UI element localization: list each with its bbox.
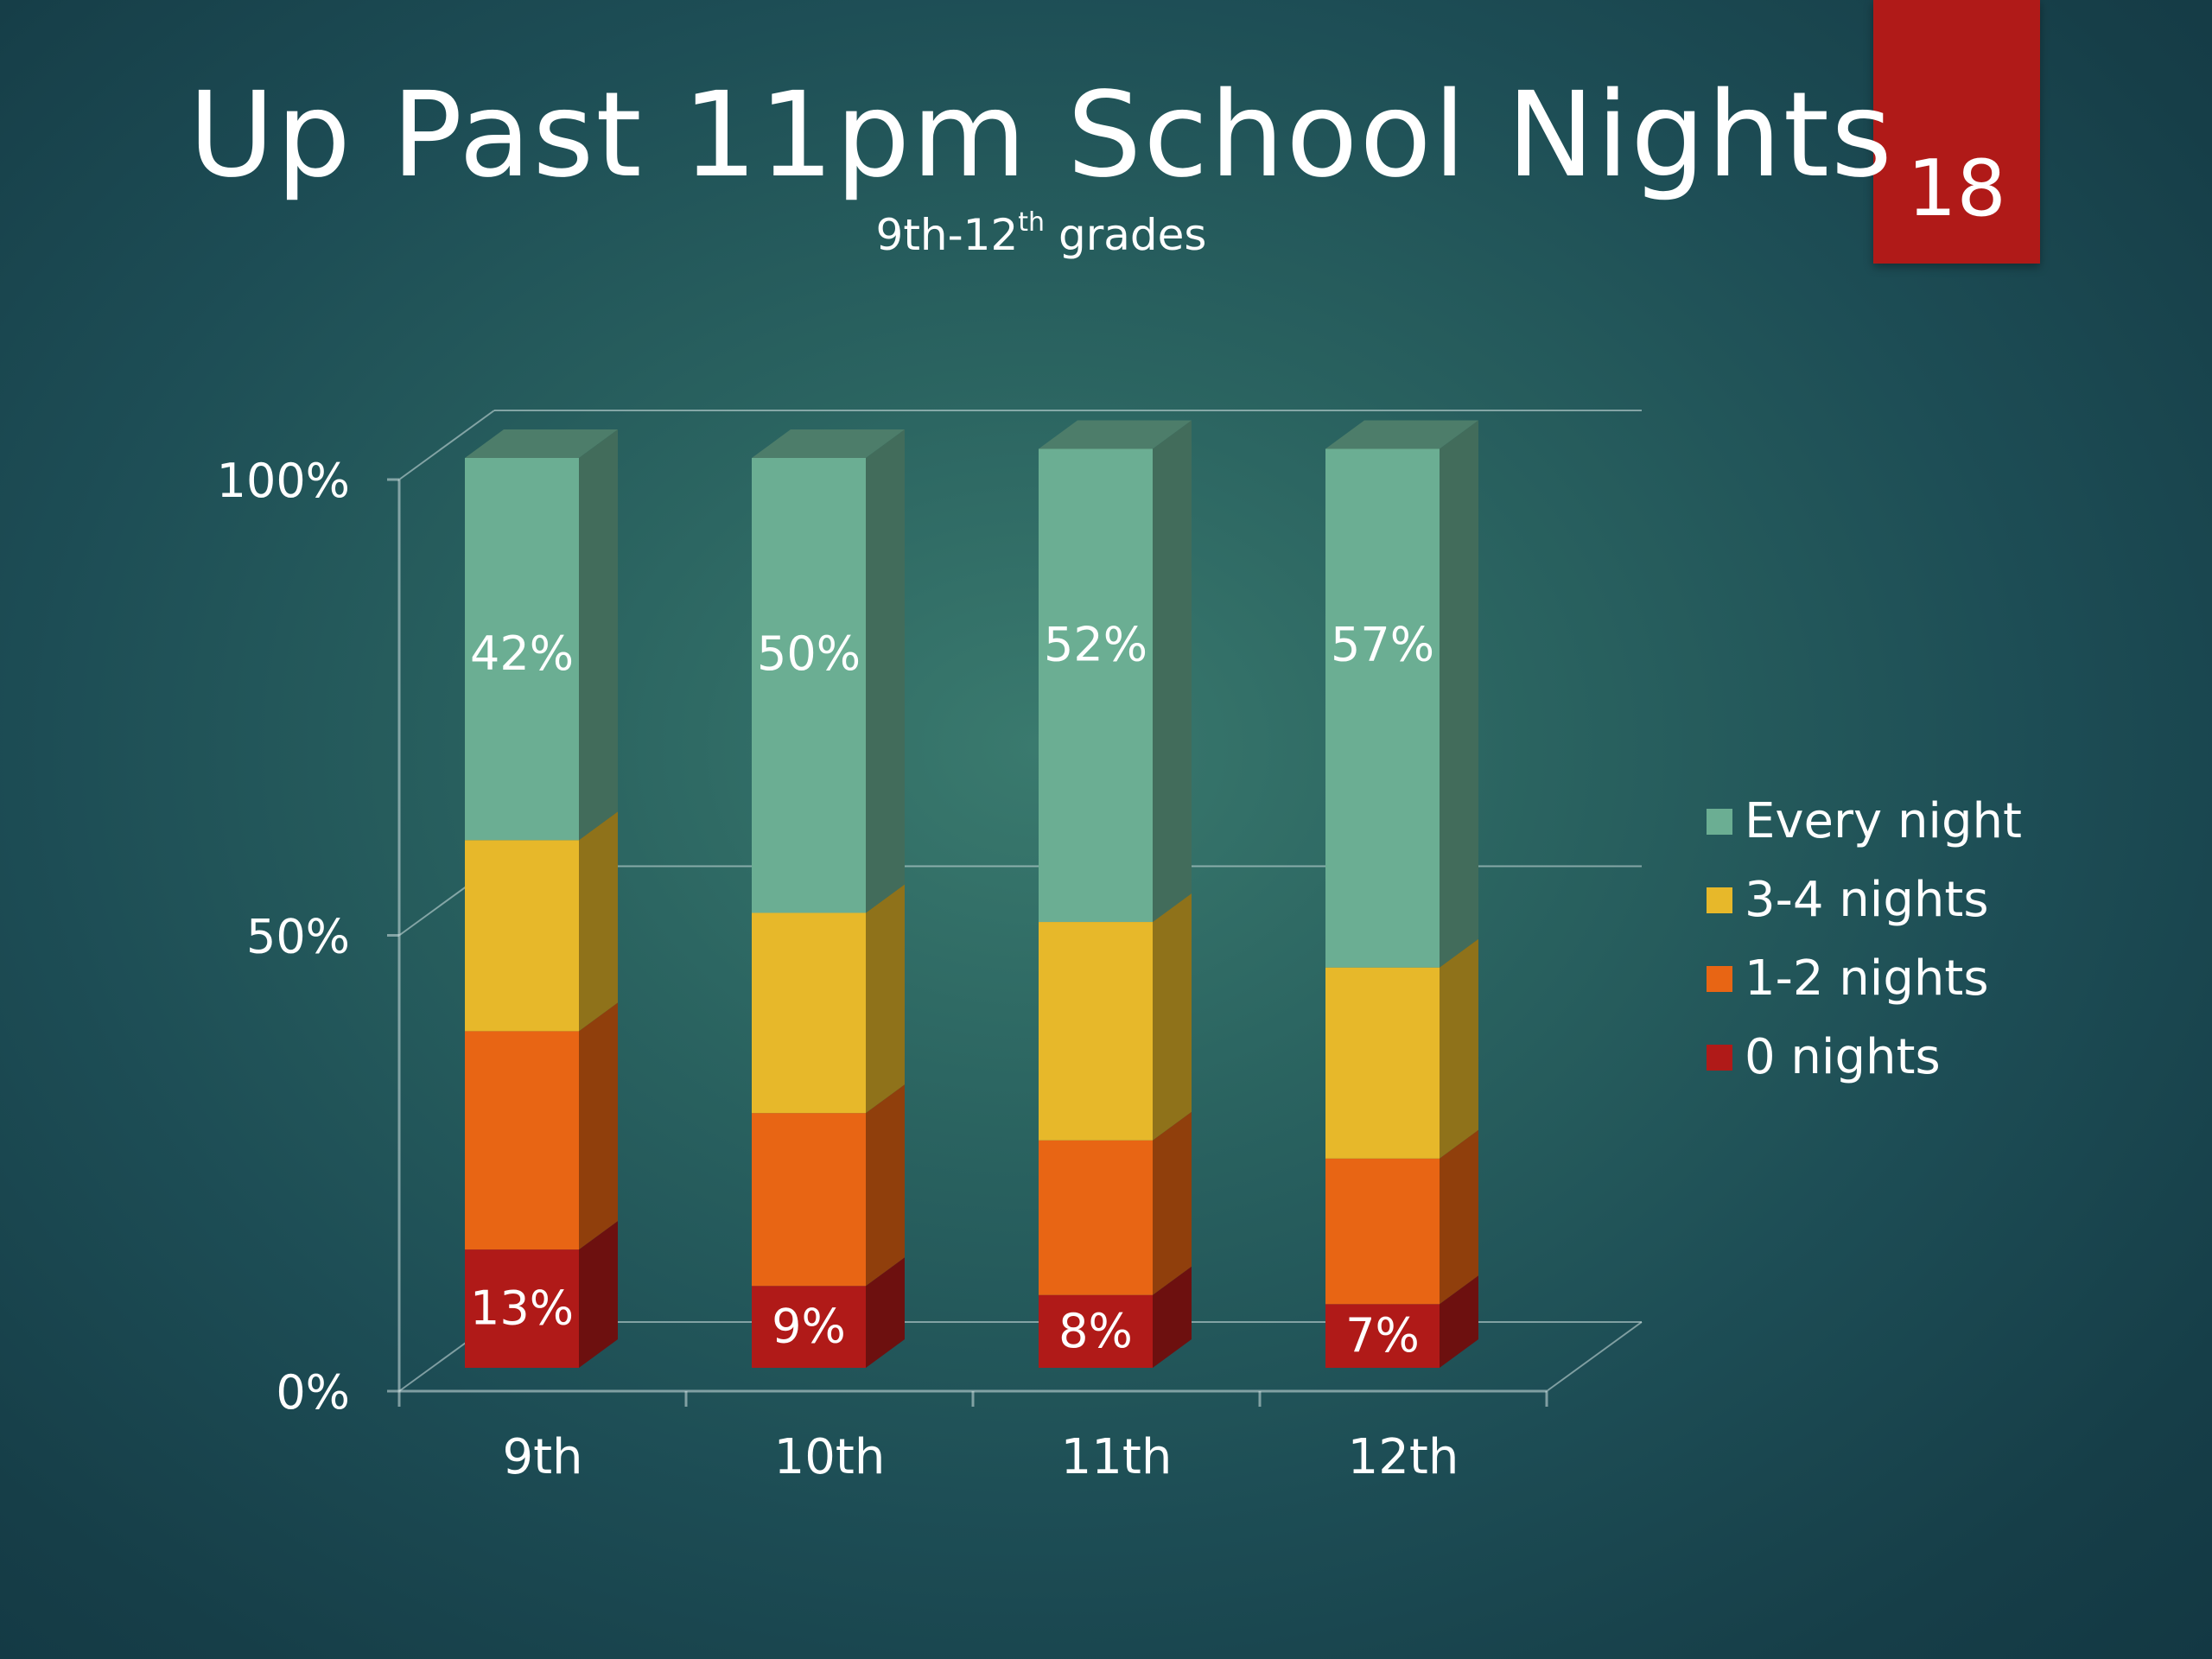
data-label: 7% <box>1345 1308 1420 1363</box>
slide-number: 18 <box>1907 143 2006 234</box>
bar-segment <box>465 1031 579 1250</box>
slide-number-badge: 18 <box>1873 0 2040 264</box>
legend-swatch <box>1707 808 1732 835</box>
bar-segment <box>752 1113 866 1287</box>
y-tick-label: 100% <box>217 454 350 508</box>
bar-segment <box>752 458 866 913</box>
chart-title: Up Past 11pm School Nights <box>188 67 1894 204</box>
data-label: 42% <box>470 626 574 681</box>
bar-segment <box>1039 1140 1153 1295</box>
bar-segment-side <box>579 811 618 1032</box>
x-tick-label: 11th <box>1061 1429 1173 1485</box>
subtitle-sup: th <box>1018 207 1046 238</box>
x-tick-label: 9th <box>502 1429 582 1485</box>
subtitle-suffix: grades <box>1045 210 1207 260</box>
bar-segment-side <box>579 1221 618 1368</box>
legend-swatch <box>1707 965 1732 992</box>
bar-segment-side <box>1153 420 1192 923</box>
bar-segment-side <box>1153 1111 1192 1295</box>
bar-segment <box>465 1249 579 1368</box>
legend-label: 0 nights <box>1745 1029 1941 1085</box>
y-tick-label: 0% <box>276 1365 350 1420</box>
chart-subtitle: 9th-12th grades <box>0 207 2082 260</box>
legend-swatch <box>1707 887 1732 913</box>
bar-segment-side <box>866 429 905 913</box>
legend-label: 1-2 nights <box>1745 950 1989 1007</box>
bar-segment <box>1039 922 1153 1141</box>
x-tick-label: 10th <box>774 1429 886 1485</box>
bar-segment-side <box>1440 420 1478 968</box>
bar-segment <box>465 458 579 841</box>
data-label: 8% <box>1058 1304 1133 1358</box>
bar-segment <box>1325 967 1440 1159</box>
data-label: 57% <box>1331 617 1434 671</box>
legend-label: 3-4 nights <box>1745 872 1989 928</box>
bar-segment-side <box>866 884 905 1114</box>
bar-segment-side <box>866 1257 905 1368</box>
data-label: 52% <box>1044 617 1147 671</box>
bar-segment <box>1325 448 1440 968</box>
bar-segment <box>1325 1158 1440 1305</box>
bar-top-face <box>752 429 905 458</box>
bar-segment <box>1039 448 1153 923</box>
bar-segment-side <box>579 429 618 841</box>
legend-item: Every night <box>1707 782 2022 861</box>
bar-segment <box>465 840 579 1032</box>
floor-right-edge <box>1546 1321 1643 1392</box>
x-tick-label: 12th <box>1348 1429 1459 1485</box>
bar-segment-side <box>579 1002 618 1250</box>
chart-legend: Every night 3-4 nights 1-2 nights 0 nights <box>1707 782 2022 1096</box>
legend-swatch <box>1707 1044 1732 1071</box>
bar-segment-side <box>1440 1129 1478 1305</box>
subtitle-prefix: 9th-12 <box>875 210 1019 260</box>
bar-segment-side <box>866 1084 905 1287</box>
bar-top-face <box>465 429 618 458</box>
data-label: 9% <box>772 1300 846 1354</box>
bar-top-face <box>1039 420 1192 449</box>
bar-segment <box>752 1286 866 1368</box>
bar-segment <box>752 912 866 1114</box>
bar-segment <box>1039 1294 1153 1368</box>
legend-item: 0 nights <box>1707 1018 2022 1096</box>
legend-item: 3-4 nights <box>1707 861 2022 939</box>
bar-segment-side <box>1440 1275 1478 1368</box>
bar-segment-side <box>1153 893 1192 1141</box>
bar-top-face <box>1325 420 1478 449</box>
bar-segment-side <box>1153 1266 1192 1368</box>
gridline-diagonal <box>398 410 495 480</box>
data-label: 50% <box>757 626 861 681</box>
legend-label: Every night <box>1745 793 2022 849</box>
bar-segment <box>1325 1304 1440 1368</box>
bar-segment-side <box>1440 938 1478 1159</box>
data-label: 13% <box>470 1281 574 1336</box>
y-tick-label: 50% <box>246 910 350 964</box>
legend-item: 1-2 nights <box>1707 939 2022 1018</box>
